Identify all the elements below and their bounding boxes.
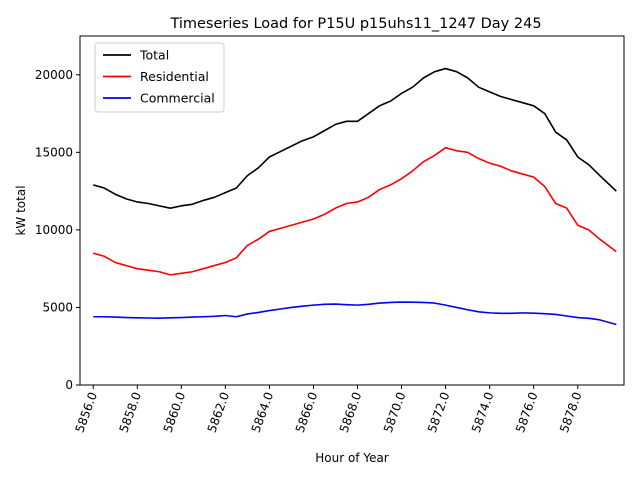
- legend-label-residential: Residential: [140, 69, 209, 84]
- x-axis-label: Hour of Year: [315, 451, 389, 465]
- y-tick-label: 0: [65, 378, 73, 392]
- chart-title: Timeseries Load for P15U p15uhs11_1247 D…: [169, 16, 541, 32]
- y-axis-label: kW total: [14, 185, 28, 235]
- legend-box: [94, 42, 225, 113]
- legend: Total Residential Commercial: [94, 42, 225, 113]
- y-tick-label: 5000: [42, 300, 73, 314]
- series-line-commercial: [93, 301, 617, 326]
- y-tick-label: 10000: [35, 223, 73, 237]
- y-tick-label: 20000: [35, 68, 73, 82]
- series-line-total: [92, 67, 617, 209]
- y-axis-ticks: 0 5000 10000 15000 20000: [35, 68, 80, 392]
- y-tick-label: 15000: [35, 145, 73, 159]
- series-line-residential: [92, 146, 617, 276]
- series-layer: [92, 67, 617, 326]
- legend-label-total: Total: [139, 48, 169, 63]
- legend-label-commercial: Commercial: [140, 91, 215, 106]
- axes-frame: [79, 35, 625, 386]
